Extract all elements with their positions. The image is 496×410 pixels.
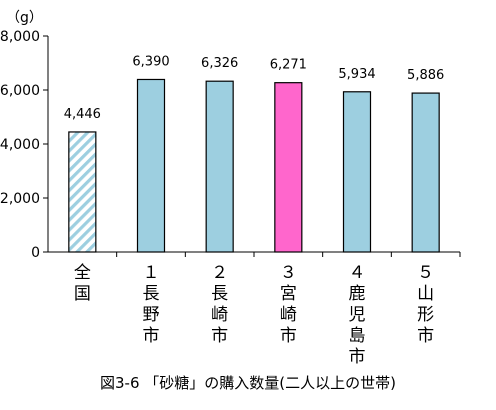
y-tick-label: 8,000 [0,29,40,45]
x-tick-label-char: 市 [143,326,160,346]
bar [274,82,303,253]
x-tick-label-char: 全 [74,263,91,283]
x-tick-label-char: 市 [211,326,228,346]
x-tick-label-char: 国 [74,284,91,304]
y-tick-label: 4,000 [0,137,40,153]
y-axis-unit-label: （g） [6,10,43,26]
figure-caption: 図3-6 「砂糖」の購入数量(二人以上の世帯) [100,374,396,392]
x-tick-label-char: 山 [417,284,434,304]
x-tick-label-char: １ [143,263,160,283]
x-tick-label-char: 児 [349,305,366,325]
y-tick-label: 2,000 [0,191,40,207]
x-tick-label-char: ２ [211,263,228,283]
data-label: 6,271 [270,58,307,73]
bar [68,131,97,253]
bar [136,78,166,253]
x-tick-label-char: 形 [417,305,434,325]
x-tick-label-char: 市 [349,347,366,367]
x-tick-label: 全国 [74,263,91,304]
bar [205,80,234,253]
y-tick-label: 0 [31,245,40,261]
x-tick-label-char: 長 [211,284,228,304]
data-label: 6,326 [201,56,238,71]
bar [411,92,440,253]
x-tick-label-char: 島 [349,326,366,346]
x-tick-label-char: ４ [349,263,366,283]
x-tick-label-char: ５ [417,263,434,283]
x-tick-label-char: 鹿 [349,284,366,304]
x-tick-label-char: 市 [417,326,434,346]
x-tick-label-char: 市 [280,326,297,346]
data-label: 4,446 [64,107,101,122]
data-label: 6,390 [132,54,169,69]
x-tick-label-char: ３ [280,263,297,283]
data-label: 5,886 [407,68,444,83]
bar [342,91,372,253]
x-tick-label-char: 長 [143,284,160,304]
x-tick-label-char: 崎 [280,305,297,325]
x-tick-label-char: 宮 [280,284,297,304]
y-tick-label: 6,000 [0,83,40,99]
x-tick-label-char: 野 [143,305,160,325]
data-label: 5,934 [338,67,375,82]
x-tick-label-char: 崎 [211,305,228,325]
